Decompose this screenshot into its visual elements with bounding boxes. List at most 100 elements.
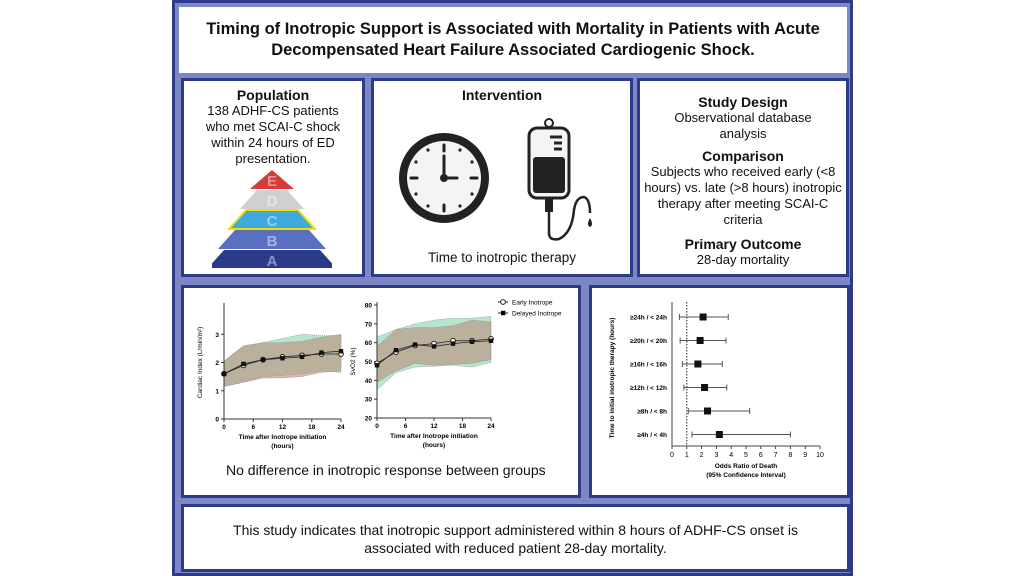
population-text: 138 ADHF-CS patients who met SCAI-C shoc… <box>205 103 341 166</box>
pyramid-label: C <box>267 213 278 230</box>
x-tick-label: 10 <box>816 452 824 459</box>
x-tick-label: 0 <box>375 423 379 430</box>
y-tick-label: 80 <box>365 303 373 310</box>
odds-ratio-point <box>701 384 709 391</box>
pyramid-label: A <box>267 253 278 268</box>
delayed-point <box>374 363 380 368</box>
x-tick-label: 12 <box>430 423 438 430</box>
delayed-point <box>450 341 456 346</box>
delayed-point <box>241 361 246 367</box>
pyramid-label: D <box>267 193 278 210</box>
legend-marker-early <box>500 299 506 305</box>
odds-ratio-point <box>715 431 723 438</box>
population-heading: Population <box>236 87 310 103</box>
ci-band-1 <box>376 319 492 383</box>
pyramid-label: E <box>267 173 277 190</box>
hemodynamics-panel: 0 1 2 3 0 6 12 18 24 Time after Inotrope initiati… <box>181 285 581 498</box>
row-label: ≥8h / < 8h <box>637 409 667 416</box>
x-tick-label: 24 <box>337 424 345 431</box>
y-tick-label: 50 <box>365 359 373 366</box>
legend-label: Early Inotrope <box>512 300 553 307</box>
y-tick-label: 30 <box>365 397 373 404</box>
x-tick-label: 0 <box>222 424 226 431</box>
x-tick-label: 0 <box>670 452 674 459</box>
y-tick-label: 0 <box>215 417 219 424</box>
comparison-heading: Comparison <box>702 148 784 164</box>
response-caption: No difference in inotropic response betw… <box>226 462 546 478</box>
x-axis-label-unit: (hours) <box>271 443 293 450</box>
y-tick-label: 2 <box>215 360 219 367</box>
study-design-panel: Study Design Observational database anal… <box>637 78 849 277</box>
odds-ratio-point <box>704 407 712 415</box>
delayed-point <box>280 356 285 361</box>
x-tick-label: 1 <box>685 452 689 459</box>
y-axis-label: Time to initial inotropic therapy (hours… <box>609 318 616 439</box>
x-axis-label-sub: (95% Confidence Interval) <box>706 472 785 479</box>
x-tick-label: 8 <box>788 452 792 459</box>
delayed-point <box>488 338 494 343</box>
delayed-point <box>338 349 344 354</box>
forest-plot: 0 1 2 3 4 5 6 7 8 9 10 Odds Ratio of Death (95% Conf… <box>609 302 824 479</box>
intervention-panel: Intervention Time to inotropic therapy <box>371 78 633 277</box>
outcome-text: 28-day mortality <box>696 252 790 267</box>
x-axis-label-unit: (hours) <box>423 442 445 449</box>
population-panel: Population 138 ADHF-CS patients who met … <box>181 78 365 277</box>
y-tick-label: 40 <box>365 378 373 385</box>
x-tick-label: 18 <box>308 424 316 431</box>
x-tick-label: 24 <box>487 423 495 430</box>
pyramid-level-A <box>212 250 332 268</box>
abstract-frame: Timing of Inotropic Support is Associate… <box>172 0 853 576</box>
x-tick-label: 2 <box>700 452 704 459</box>
forest-panel: 0 1 2 3 4 5 6 7 8 9 10 Odds Ratio of Death (95% Conf… <box>589 285 850 498</box>
y-axis-label: SvO2 (%) <box>350 347 357 375</box>
clock-icon <box>399 133 489 223</box>
intervention-caption: Time to inotropic therapy <box>427 250 577 265</box>
odds-ratio-point <box>696 337 704 344</box>
x-tick-label: 4 <box>729 452 733 459</box>
outcome-heading: Primary Outcome <box>684 236 802 252</box>
delayed-point <box>469 339 475 344</box>
y-axis-label: Cardiac Index (L/min/m²) <box>197 327 204 399</box>
pyramid-level-D <box>240 190 304 209</box>
pyramid-level-C <box>226 209 318 230</box>
x-tick-label: 5 <box>744 452 748 459</box>
x-tick-label: 12 <box>279 424 287 431</box>
pyramid-label: B <box>267 233 278 250</box>
comparison-text: Subjects who received early (<8 hours) v… <box>644 164 842 227</box>
delayed-point <box>319 350 324 355</box>
delayed-point <box>299 354 305 360</box>
iv-bag-icon <box>527 118 592 241</box>
x-tick-label: 6 <box>404 423 408 430</box>
y-tick-label: 70 <box>365 321 373 328</box>
y-tick-label: 3 <box>215 332 219 339</box>
conclusion-box: This study indicates that inotropic supp… <box>181 504 850 572</box>
odds-ratio-point <box>699 313 707 321</box>
title: Timing of Inotropic Support is Associate… <box>179 7 847 73</box>
x-tick-label: 3 <box>714 452 718 459</box>
x-axis-label: Time after Inotrope initiation <box>239 434 327 441</box>
y-tick-label: 1 <box>215 388 219 395</box>
intervention-heading: Intervention <box>461 87 543 103</box>
pyramid-level-B <box>218 230 326 249</box>
y-tick-label: 60 <box>365 340 373 347</box>
row-label: ≥4h / < 4h <box>637 432 667 439</box>
y-tick-label: 20 <box>365 416 373 423</box>
delayed-point <box>260 357 266 362</box>
legend-label: Delayed Inotrope <box>512 311 562 318</box>
pyramid-level-E <box>250 170 294 189</box>
legend-marker-delayed <box>501 310 506 316</box>
study-design-heading: Study Design <box>698 94 788 110</box>
x-tick-label: 18 <box>459 423 467 430</box>
row-label: ≥20h / < 20h <box>630 338 667 345</box>
x-tick-label: 6 <box>759 452 763 459</box>
row-label: ≥16h / < 16h <box>630 362 667 369</box>
x-axis-label: Time after Inotrope initiation <box>390 433 478 440</box>
delayed-point <box>221 371 227 376</box>
row-label: ≥24h / < 24h <box>630 315 667 322</box>
x-axis-label: Odds Ratio of Death <box>715 463 778 470</box>
row-label: ≥12h / < 12h <box>630 385 667 392</box>
odds-ratio-point <box>694 360 702 368</box>
x-tick-label: 9 <box>803 452 807 459</box>
